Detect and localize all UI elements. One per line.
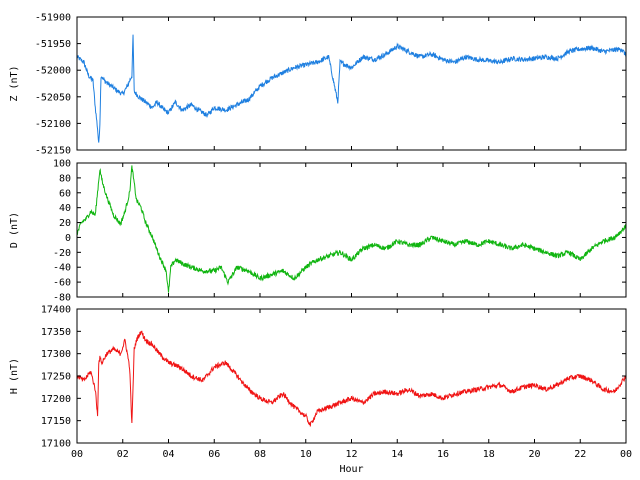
panel-frame-1 xyxy=(76,162,627,298)
panel-frame-0 xyxy=(76,16,627,151)
y-tick-label-1-0: 100 xyxy=(53,159,71,170)
y-tick-label-2-6: 17100 xyxy=(41,439,71,450)
y-tick-label-1-1: 80 xyxy=(59,173,71,184)
x-tick-label-1: 02 xyxy=(117,449,129,460)
panel-frame-2 xyxy=(76,308,627,444)
y-tick-label-0-4: -52100 xyxy=(35,119,71,130)
x-tick-label-4: 08 xyxy=(254,449,266,460)
x-tick-label-10: 20 xyxy=(528,449,540,460)
panel-2: 17400 17350 17300 17250 17200 17150 17100 H (nT… xyxy=(9,305,627,450)
series-line-0-0 xyxy=(76,34,627,143)
y-tick-label-2-2: 17300 xyxy=(41,349,71,360)
y-tick-label-2-0: 17400 xyxy=(41,305,71,316)
y-tick-label-1-5: 0 xyxy=(65,233,71,244)
y-axis-label-1: D (nT) xyxy=(9,212,20,248)
y-tick-label-1-7: -40 xyxy=(53,263,71,274)
x-tick-label-0: 00 xyxy=(71,449,83,460)
y-axis-label-2: H (nT) xyxy=(9,358,20,394)
y-tick-label-0-2: -52000 xyxy=(35,66,71,77)
x-tick-label-3: 06 xyxy=(208,449,220,460)
y-tick-label-0-0: -51900 xyxy=(35,13,71,24)
x-tick-label-7: 14 xyxy=(391,449,403,460)
y-tick-label-1-6: -20 xyxy=(53,248,71,259)
y-tick-label-0-5: -52150 xyxy=(35,146,71,157)
y-tick-label-2-5: 17150 xyxy=(41,416,71,427)
panel-1: 100 80 60 40 20 0 -20 -40 -60 -80 D (nT) xyxy=(9,159,627,304)
y-tick-label-2-1: 17350 xyxy=(41,327,71,338)
x-tick-label-8: 16 xyxy=(437,449,449,460)
y-tick-label-1-3: 40 xyxy=(59,203,71,214)
x-tick-label-2: 04 xyxy=(162,449,174,460)
x-tick-label-11: 22 xyxy=(574,449,586,460)
x-axis-label: Hour xyxy=(339,464,363,475)
x-tick-label-5: 10 xyxy=(300,449,312,460)
y-axis-label-0: Z (nT) xyxy=(9,65,20,101)
series-line-2-0 xyxy=(76,330,627,427)
series-line-1-0 xyxy=(76,165,627,293)
y-tick-label-0-1: -51950 xyxy=(35,39,71,50)
x-tick-label-12: 00 xyxy=(620,449,632,460)
x-tick-label-9: 18 xyxy=(483,449,495,460)
y-tick-label-0-3: -52050 xyxy=(35,92,71,103)
y-tick-label-2-4: 17200 xyxy=(41,394,71,405)
y-tick-label-1-9: -80 xyxy=(53,293,71,304)
y-tick-label-2-3: 17250 xyxy=(41,372,71,383)
panel-0: -51900 -51950 -52000 -52050 -52100 -52150 Z (n… xyxy=(9,13,627,157)
y-tick-label-1-8: -60 xyxy=(53,278,71,289)
x-tick-label-6: 12 xyxy=(345,449,357,460)
y-tick-label-1-4: 20 xyxy=(59,218,71,229)
y-tick-label-1-2: 60 xyxy=(59,188,71,199)
